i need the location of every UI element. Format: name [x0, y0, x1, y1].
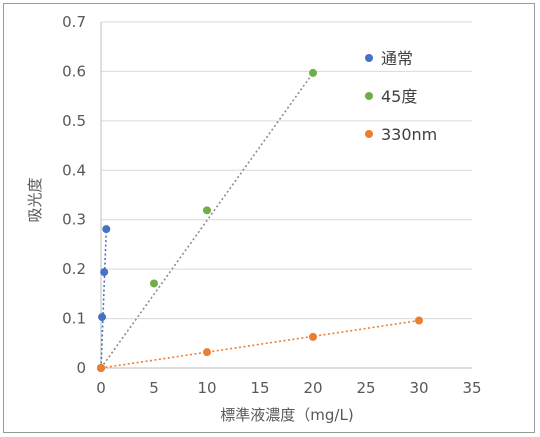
- data-point: [100, 268, 109, 277]
- data-point: [98, 313, 107, 322]
- x-axis-title: 標準液濃度（mg/L): [220, 406, 353, 424]
- data-point: [102, 225, 111, 234]
- x-tick-label: 20: [303, 379, 322, 397]
- x-tick-label: 0: [96, 379, 106, 397]
- data-point: [203, 348, 211, 357]
- legend-marker: [365, 92, 373, 100]
- x-tick-label: 30: [409, 379, 428, 397]
- data-point: [150, 279, 158, 288]
- y-tick-label: 0.1: [62, 310, 86, 328]
- legend-label: 45度: [381, 87, 417, 106]
- trendline-2: [100, 72, 314, 369]
- trendlines: [100, 72, 420, 369]
- x-tick-label: 25: [356, 379, 375, 397]
- x-tick-label: 15: [250, 379, 269, 397]
- y-tick-label: 0.6: [62, 62, 86, 80]
- y-tick-label: 0.5: [62, 112, 86, 130]
- x-tick-label: 10: [197, 379, 216, 397]
- y-tick-label: 0.2: [62, 260, 86, 278]
- x-tick-label: 5: [149, 379, 159, 397]
- tick-labels: 0 0.1 0.2 0.3 0.4 0.5 0.6 0.7 0 5 10 15 20 25 30 35: [62, 13, 481, 397]
- data-point: [309, 68, 317, 77]
- y-tick-label: 0.7: [62, 13, 86, 31]
- y-tick-label: 0.3: [62, 211, 86, 229]
- y-tick-label: 0.4: [62, 161, 86, 179]
- trendline-1: [100, 229, 108, 369]
- y-tick-label: 0: [76, 359, 86, 377]
- axes: [100, 22, 472, 369]
- data-points: [97, 68, 423, 372]
- data-point: [415, 316, 423, 325]
- y-axis-title: 吸光度: [26, 177, 44, 222]
- legend-label: 通常: [381, 49, 413, 68]
- legend-marker: [365, 54, 373, 62]
- data-point: [97, 364, 105, 372]
- data-point: [309, 332, 317, 341]
- data-point: [203, 206, 211, 215]
- gridlines: [101, 21, 472, 320]
- legend-label: 330nm: [381, 125, 437, 144]
- x-tick-label: 35: [462, 379, 481, 397]
- legend-marker: [365, 130, 373, 138]
- chart-frame: [3, 3, 535, 433]
- legend: 通常 45度 330nm: [365, 49, 437, 144]
- trendline-3: [100, 319, 420, 369]
